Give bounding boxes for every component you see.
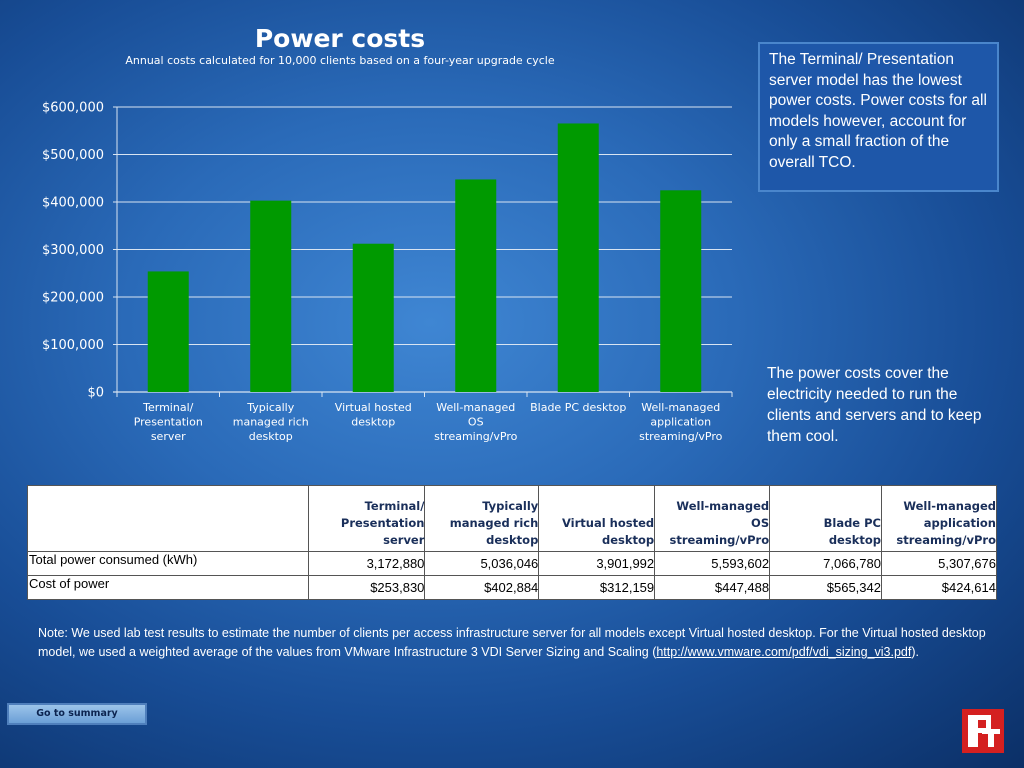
power-costs-chart: $0 $100,000 $200,000 $300,000 $400,000 $500,0… <box>42 101 733 443</box>
x-tick-label: streaming/vPro <box>639 430 722 443</box>
table-header-cell: Blade PC desktop <box>769 485 882 552</box>
x-tick-label: Terminal/ <box>142 401 193 414</box>
y-tick-label: $500,000 <box>42 148 104 163</box>
x-tick-label: application <box>650 416 711 429</box>
table-cell: $447,488 <box>654 575 771 600</box>
vmware-sizing-link[interactable]: http://www.vmware.com/pdf/vdi_sizing_vi3… <box>656 645 912 659</box>
y-tick-label: $100,000 <box>42 338 104 353</box>
x-tick-label: desktop <box>351 416 395 429</box>
footnote-end: ). <box>911 645 919 659</box>
table-cell: $565,342 <box>769 575 882 600</box>
table-cell: $424,614 <box>880 575 998 600</box>
table-cell: 7,066,780 <box>769 551 882 576</box>
x-tick-label: Virtual hosted <box>335 401 412 414</box>
table-header-row: Terminal/ Presentation server Typically … <box>27 485 998 552</box>
table-cell: $402,884 <box>424 575 540 600</box>
bar <box>455 179 497 392</box>
x-tick-label: Well-managed <box>641 401 720 414</box>
pt-logo-icon <box>962 709 1004 753</box>
table-header-cell <box>27 485 309 552</box>
bar <box>147 271 189 392</box>
bar <box>660 190 702 392</box>
table-header-cell: Terminal/ Presentation server <box>307 485 426 552</box>
table-header-cell: Well-managed OS streaming/vPro <box>654 485 771 552</box>
table-cell: 5,307,676 <box>880 551 998 576</box>
row-label: Cost of power <box>27 575 309 600</box>
table-cell: 5,593,602 <box>654 551 771 576</box>
table-cell: $253,830 <box>307 575 426 600</box>
x-tick-label: server <box>151 430 186 443</box>
table-header-cell: Well-managed application streaming/vPro <box>880 485 998 552</box>
y-tick-label: $200,000 <box>42 291 104 306</box>
chart-subtitle: Annual costs calculated for 10,000 clien… <box>125 54 555 67</box>
bar <box>557 123 599 392</box>
power-costs-table: Terminal/ Presentation server Typically … <box>27 485 998 600</box>
table-cell: $312,159 <box>538 575 656 600</box>
row-label: Total power consumed (kWh) <box>27 551 309 576</box>
tco-callout-box: The Terminal/ Presentation server model … <box>758 42 999 192</box>
table-cell: 3,901,992 <box>538 551 656 576</box>
footnote-text: Note: We used lab test results to estima… <box>38 626 986 659</box>
y-tick-label: $600,000 <box>42 101 104 116</box>
y-tick-label: $400,000 <box>42 196 104 211</box>
bar <box>250 200 292 392</box>
bar <box>352 243 394 392</box>
table-cell: 3,172,880 <box>307 551 426 576</box>
power-costs-explanation: The power costs cover the electricity ne… <box>767 365 982 445</box>
x-tick-label: streaming/vPro <box>434 430 517 443</box>
x-tick-label: Presentation <box>134 416 203 429</box>
x-tick-label: desktop <box>249 430 293 443</box>
x-tick-label: Blade PC desktop <box>530 401 626 414</box>
footnote: Note: We used lab test results to estima… <box>38 624 988 662</box>
table-row: Cost of power $253,830 $402,884 $312,159… <box>27 575 998 600</box>
x-tick-label: OS <box>468 416 484 429</box>
go-to-summary-button[interactable]: Go to summary <box>7 703 147 725</box>
table-cell: 5,036,046 <box>424 551 540 576</box>
table-header-cell: Virtual hosted desktop <box>538 485 656 552</box>
x-tick-label: managed rich <box>233 416 309 429</box>
y-tick-label: $0 <box>87 386 104 401</box>
y-tick-label: $300,000 <box>42 243 104 258</box>
x-tick-label: Typically <box>246 401 294 414</box>
chart-title: Power costs <box>254 24 426 53</box>
table-header-cell: Typically managed rich desktop <box>424 485 540 552</box>
table-row: Total power consumed (kWh) 3,172,880 5,0… <box>27 551 998 576</box>
x-tick-label: Well-managed <box>436 401 515 414</box>
